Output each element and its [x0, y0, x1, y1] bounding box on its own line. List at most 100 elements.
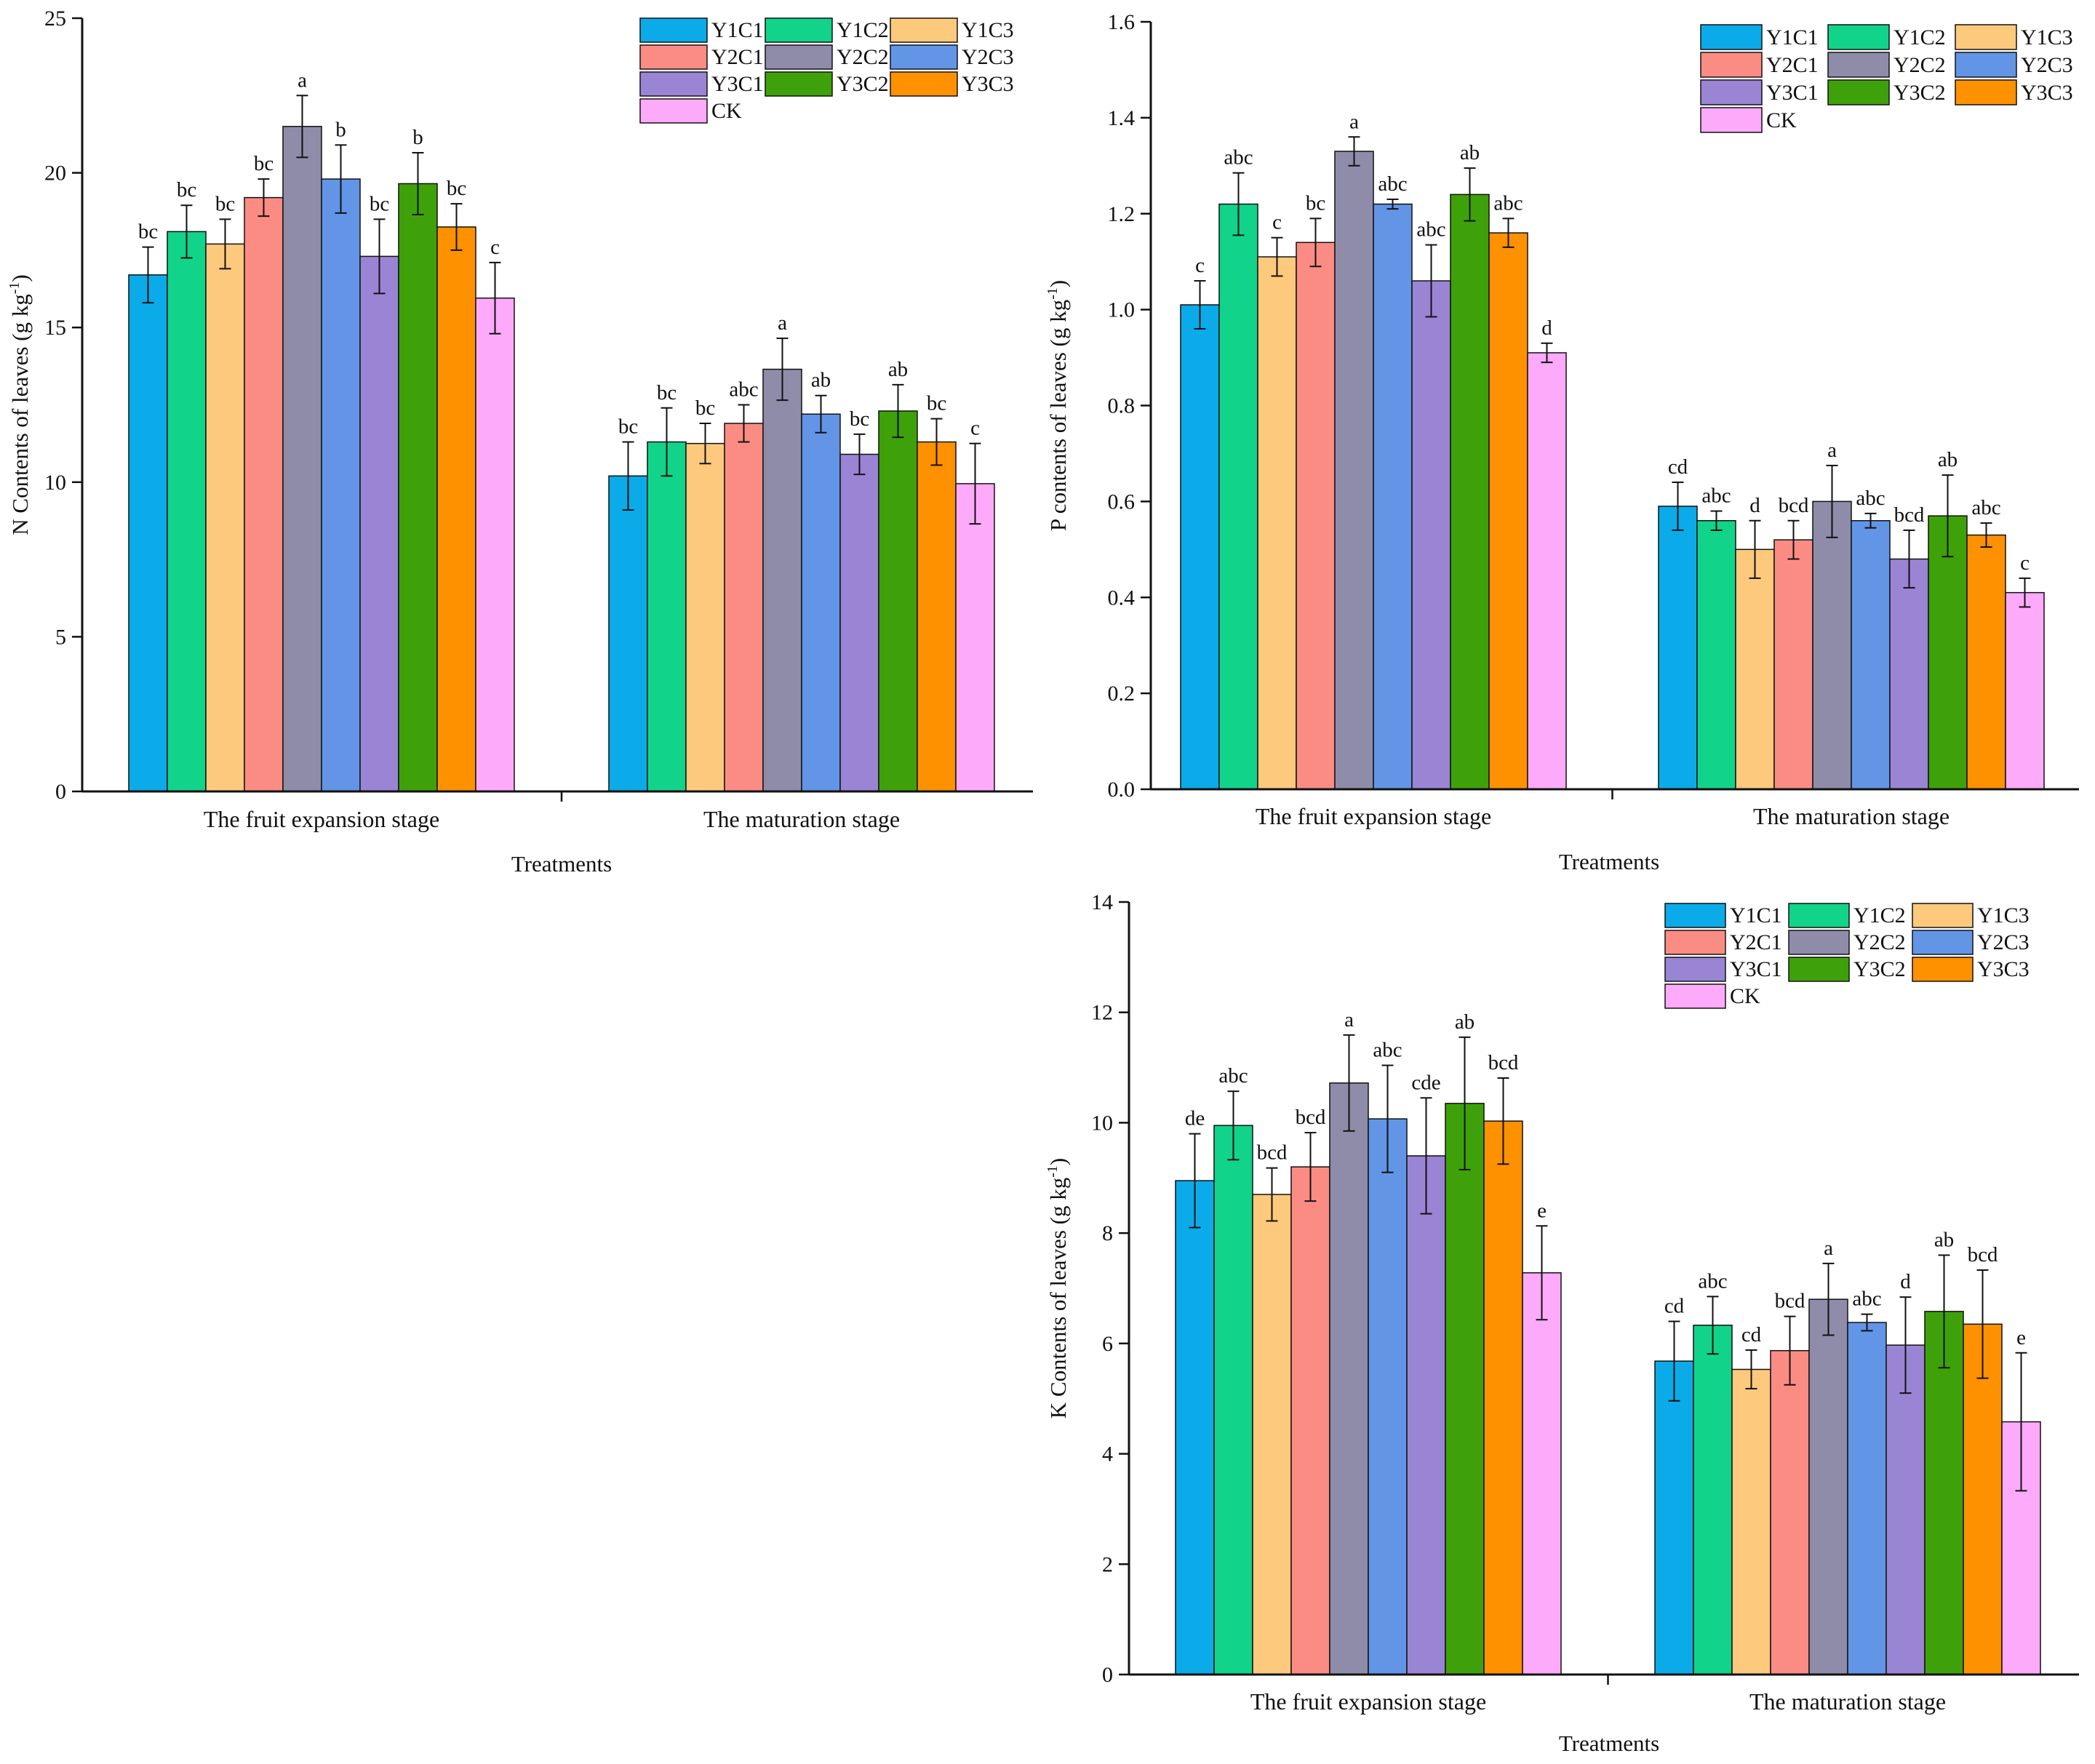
legend-label: Y2C2	[1894, 53, 1946, 77]
significance-label: a	[298, 68, 307, 92]
bar-y2c3-2	[801, 413, 841, 792]
significance-label: bcd	[1296, 1106, 1326, 1129]
significance-label: abc	[1856, 487, 1885, 510]
bar-y2c1-1	[1290, 1166, 1330, 1675]
legend-swatch-y3c2	[765, 71, 833, 97]
legend-label: Y3C3	[1977, 957, 2030, 981]
legend-swatch-y2c2	[1788, 930, 1850, 955]
bar-y1c1-1	[1175, 1180, 1215, 1675]
y-tick-label: 1.0	[1108, 298, 1136, 322]
x-category-label: The fruit expansion stage	[1256, 803, 1491, 829]
y-tick-label: 8	[1102, 1221, 1113, 1245]
significance-label: c	[1195, 254, 1205, 277]
significance-label: abc	[1416, 218, 1445, 242]
legend-label: Y2C2	[1853, 930, 1906, 954]
bar-y1c3-2	[1735, 548, 1775, 790]
significance-label: abc	[1373, 1039, 1402, 1062]
legend-swatch-ck	[1700, 107, 1763, 133]
bar-y2c3-2	[1851, 520, 1891, 790]
bar-y3c3-1	[1483, 1120, 1523, 1675]
bar-y1c2-1	[1218, 203, 1258, 790]
y-tick-label: 1.4	[1108, 106, 1136, 130]
significance-label: ab	[811, 369, 831, 392]
significance-label: d	[1541, 316, 1552, 340]
y-tick-label: 6	[1102, 1332, 1113, 1356]
legend-swatch-ck	[639, 98, 708, 124]
bar-y3c2-1	[1450, 193, 1490, 790]
legend-label: Y1C1	[1730, 903, 1782, 927]
bar-y2c2-2	[1808, 1298, 1848, 1675]
legend-swatch-y1c1	[1700, 24, 1763, 50]
bar-y1c1-1	[128, 274, 168, 792]
legend-swatch-y1c1	[639, 17, 708, 43]
significance-label: bc	[370, 192, 389, 215]
legend-swatch-y2c3	[1912, 930, 1974, 955]
bar-ck-2	[955, 483, 995, 792]
x-axis-title: Treatments	[1559, 1731, 1659, 1756]
y-axis-title-tail: )	[7, 274, 33, 282]
legend-swatch-y2c1	[1664, 930, 1726, 955]
legend-swatch-y2c2	[1827, 52, 1890, 78]
significance-label: cd	[1741, 1323, 1762, 1346]
y-axis-title-sup: -1	[1048, 1165, 1061, 1178]
significance-label: d	[1900, 1270, 1911, 1293]
legend-label: Y3C3	[2021, 81, 2073, 105]
significance-label: a	[778, 311, 787, 335]
significance-label: bc	[927, 392, 946, 415]
bar-y1c3-1	[1252, 1194, 1292, 1675]
bar-y3c1-1	[1406, 1155, 1446, 1675]
bar-y2c2-2	[1812, 500, 1852, 790]
significance-label: abc	[1852, 1288, 1881, 1311]
y-tick-label: 15	[44, 316, 66, 340]
significance-label: ab	[1455, 1010, 1475, 1034]
legend-swatch-y3c3	[1955, 79, 2017, 105]
legend-swatch-y3c2	[1788, 957, 1850, 982]
bar-y2c2-1	[1334, 151, 1374, 790]
legend-label: Y1C3	[2021, 25, 2073, 49]
legend-label: Y2C1	[1730, 930, 1782, 954]
significance-label: bcd	[1775, 1290, 1805, 1313]
legend-label: Y2C3	[1977, 930, 2030, 954]
significance-label: ab	[1460, 141, 1480, 164]
legend-label: Y2C3	[2021, 53, 2073, 77]
legend-label: Y2C1	[711, 45, 764, 69]
y-tick-label: 1.2	[1108, 202, 1136, 226]
legend-label: Y1C1	[1766, 25, 1819, 49]
y-tick-label: 1.6	[1108, 10, 1136, 34]
significance-label: cd	[1664, 1295, 1685, 1318]
bar-y3c3-2	[917, 441, 957, 792]
bar-y3c2-2	[1928, 515, 1968, 790]
bar-y2c1-1	[244, 196, 284, 792]
bar-y2c2-1	[282, 126, 322, 792]
bar-ck-1	[1527, 352, 1567, 790]
bar-ck-1	[1522, 1272, 1562, 1675]
bar-y1c3-2	[1731, 1368, 1771, 1675]
bar-y3c1-2	[1886, 1344, 1926, 1675]
significance-label: a	[1344, 1008, 1354, 1031]
bar-ck-1	[475, 298, 515, 792]
y-axis-title: K Contents of leaves (g kg-1)	[1048, 1158, 1071, 1418]
significance-label: bc	[657, 381, 677, 404]
bar-y2c2-2	[762, 368, 802, 792]
legend-label: Y3C2	[1853, 957, 1906, 981]
y-tick-label: 0.4	[1108, 586, 1136, 610]
bar-y3c3-1	[436, 226, 476, 792]
legend-label: Y3C2	[1894, 81, 1946, 105]
significance-label: e	[2016, 1326, 2026, 1349]
significance-label: abc	[1698, 1269, 1727, 1293]
legend-label: Y3C3	[962, 72, 1014, 96]
significance-label: bcd	[1779, 494, 1809, 517]
legend-label: Y1C1	[711, 18, 764, 42]
significance-label: bcd	[1488, 1051, 1519, 1074]
n-chart-svg: bcbcbcbcbcbcbcabcaababbcbcbabbcbccc05101…	[7, 7, 1033, 877]
significance-label: b	[412, 126, 423, 149]
bar-y3c1-1	[359, 255, 399, 792]
y-tick-label: 25	[44, 7, 66, 31]
y-tick-label: 0.2	[1108, 682, 1136, 706]
legend-swatch-y2c1	[1700, 52, 1763, 78]
y-tick-label: 0.0	[1108, 778, 1136, 802]
significance-label: c	[2020, 551, 2030, 575]
legend-label: Y3C1	[711, 72, 764, 96]
y-axis-title-main: K Contents of leaves (g kg	[1048, 1178, 1071, 1418]
x-category-label: The fruit expansion stage	[204, 806, 439, 832]
